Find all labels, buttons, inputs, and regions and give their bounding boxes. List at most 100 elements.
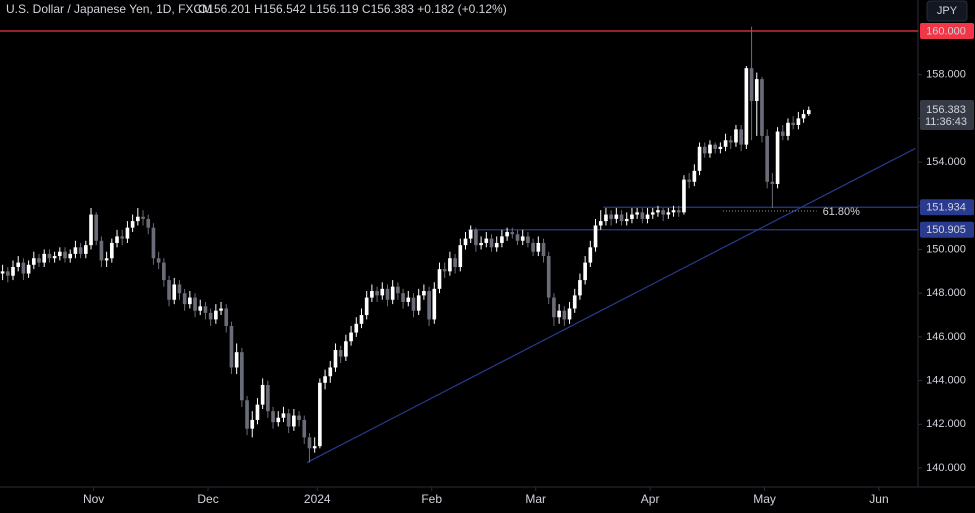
candle-body — [172, 284, 177, 300]
candle-body — [266, 384, 270, 412]
candle-body — [723, 140, 728, 147]
candle-body — [292, 415, 296, 427]
candle-body — [182, 293, 187, 305]
candle-body — [63, 251, 67, 259]
candle-body — [437, 269, 442, 289]
candle-body — [42, 253, 47, 263]
countdown: 11:36:43 — [925, 116, 967, 128]
candle-body — [494, 242, 499, 248]
candle-body — [739, 129, 743, 145]
y-tick-label: 144.000 — [926, 375, 966, 387]
candle-body — [78, 247, 83, 254]
candle-body — [120, 236, 125, 239]
candle-body — [604, 214, 608, 222]
candle-body — [692, 170, 697, 182]
candle-body — [130, 221, 135, 228]
candle-body — [541, 242, 546, 257]
x-tick-label: May — [753, 492, 776, 506]
candle-body — [208, 312, 213, 320]
candle-body — [578, 280, 582, 296]
candle-body — [609, 214, 613, 219]
candle-body — [562, 310, 567, 320]
candle-body — [598, 221, 603, 226]
candle-body — [188, 297, 192, 305]
candle-body — [141, 216, 145, 219]
candle-body — [250, 419, 255, 429]
candle-body — [338, 350, 343, 357]
candle-body — [125, 227, 130, 239]
candle-body — [728, 140, 733, 143]
candle-body — [146, 218, 151, 228]
currency-button[interactable] — [926, 0, 968, 22]
candle-body — [671, 210, 676, 213]
candle-body — [593, 225, 598, 248]
candle-body — [297, 415, 301, 420]
y-tick-label: 158.000 — [926, 69, 966, 81]
candle-body — [754, 79, 759, 101]
plot-area: 61.80% — [0, 26, 918, 464]
candle-body — [57, 251, 62, 257]
y-tick-label: 148.000 — [926, 287, 966, 299]
candle-body — [702, 146, 707, 154]
candle-body — [687, 179, 691, 182]
candle-body — [806, 110, 811, 115]
candle-body — [796, 118, 801, 125]
x-tick-label: Apr — [641, 492, 660, 506]
candle-body — [198, 306, 203, 311]
fib-label: 61.80% — [823, 206, 861, 218]
chart-title: U.S. Dollar / Japanese Yen, 1D, FXCM — [6, 2, 212, 16]
candle-body — [385, 288, 390, 300]
candle-body — [47, 253, 52, 259]
x-tick-label: 2024 — [304, 492, 331, 506]
candle-body — [656, 210, 660, 213]
candle-body — [463, 238, 468, 246]
candle-body — [234, 352, 239, 368]
candle-body — [749, 68, 754, 101]
candle-body — [151, 227, 156, 259]
candle-body — [83, 245, 88, 254]
candle-body — [68, 253, 73, 259]
level-label-box — [920, 221, 974, 238]
candle-body — [364, 297, 369, 316]
candle-body — [271, 411, 275, 423]
candle-body — [396, 286, 400, 294]
candle-body — [104, 258, 109, 261]
candle-body — [484, 238, 489, 243]
y-tick-label: 146.000 — [926, 331, 966, 343]
candle-body — [531, 242, 535, 252]
candle-body — [219, 308, 223, 311]
candle-body — [650, 212, 655, 215]
candle-body — [479, 242, 483, 246]
candle-body — [16, 262, 21, 267]
candle-body — [214, 310, 218, 320]
candle-body — [229, 325, 234, 368]
candle-body — [442, 269, 447, 272]
y-tick-label: 140.000 — [926, 462, 966, 474]
candle-body — [240, 352, 244, 401]
candle-body — [156, 258, 161, 263]
currency-label[interactable]: JPY — [937, 5, 958, 17]
candle-body — [526, 236, 530, 243]
candle-body — [73, 247, 78, 254]
level-label: 160.000 — [926, 25, 966, 37]
candle-body — [718, 146, 723, 150]
candle-body — [375, 291, 379, 296]
y-tick-label: 150.000 — [926, 243, 966, 255]
candle-body — [614, 214, 619, 219]
candle-body — [552, 297, 556, 318]
candle-body — [630, 214, 634, 219]
candle-body — [99, 240, 104, 261]
candle-body — [312, 446, 317, 449]
level-label-box — [920, 199, 974, 216]
candle-body — [110, 242, 114, 259]
candle-body — [567, 308, 572, 320]
candle-body — [31, 258, 36, 265]
candle-body — [801, 114, 806, 119]
candle-body — [588, 247, 593, 263]
candle-body — [411, 297, 416, 311]
candle-body — [162, 262, 166, 281]
candle-body — [401, 293, 405, 302]
candle-body — [744, 68, 749, 145]
candle-body — [255, 404, 260, 420]
